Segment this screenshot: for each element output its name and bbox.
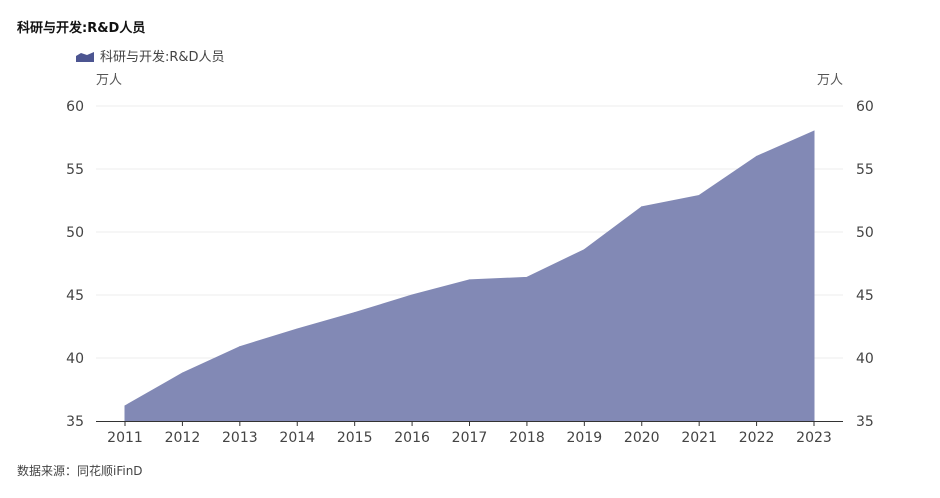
- y-axis-left-unit: 万人: [96, 73, 122, 88]
- data-point-2018: [526, 276, 528, 278]
- data-point-2017: [469, 279, 470, 281]
- x-tick-2023: 2023: [796, 430, 832, 446]
- y-tick-right-60: 60: [856, 99, 874, 115]
- x-tick-2022: 2022: [739, 430, 775, 446]
- x-tick-2021: 2021: [681, 430, 717, 446]
- x-tick-2020: 2020: [624, 430, 660, 446]
- x-tick-2019: 2019: [567, 430, 603, 446]
- data-point-2021: [698, 194, 700, 196]
- legend-swatch: [76, 51, 94, 62]
- x-tick-2018: 2018: [509, 430, 545, 446]
- x-tick-2011: 2011: [107, 430, 143, 446]
- data-point-2023: [813, 130, 815, 132]
- data-point-2013: [239, 346, 241, 348]
- data-point-2011: [124, 405, 126, 407]
- data-point-2019: [583, 249, 585, 251]
- data-point-2022: [756, 155, 758, 157]
- y-tick-right-35: 35: [856, 414, 874, 430]
- y-tick-left-60: 60: [66, 99, 84, 115]
- y-tick-right-40: 40: [856, 351, 874, 367]
- y-tick-right-45: 45: [856, 288, 874, 304]
- data-point-2020: [641, 206, 643, 208]
- x-tick-2013: 2013: [222, 430, 258, 446]
- data-point-2012: [181, 372, 183, 374]
- x-tick-2016: 2016: [394, 430, 430, 446]
- x-tick-2012: 2012: [165, 430, 201, 446]
- area-series-rd-personnel: [124, 130, 815, 422]
- y-tick-left-50: 50: [66, 225, 84, 241]
- y-tick-right-50: 50: [856, 225, 874, 241]
- legend-label: 科研与开发:R&D人员: [100, 50, 225, 65]
- data-point-2015: [354, 312, 356, 314]
- y-tick-left-55: 55: [66, 162, 84, 178]
- x-tick-2017: 2017: [452, 430, 488, 446]
- y-tick-left-45: 45: [66, 288, 84, 304]
- x-tick-2014: 2014: [279, 430, 315, 446]
- x-tick-2015: 2015: [337, 430, 373, 446]
- chart-title: 科研与开发:R&D人员: [17, 21, 146, 36]
- data-point-2014: [296, 328, 298, 330]
- y-axis-right-unit: 万人: [817, 73, 843, 88]
- source-note: 数据来源：同花顺iFinD: [17, 464, 143, 478]
- y-tick-left-35: 35: [66, 414, 84, 430]
- data-point-2016: [411, 294, 413, 296]
- y-tick-right-55: 55: [856, 162, 874, 178]
- y-tick-left-40: 40: [66, 351, 84, 367]
- legend[interactable]: 科研与开发:R&D人员: [76, 46, 225, 65]
